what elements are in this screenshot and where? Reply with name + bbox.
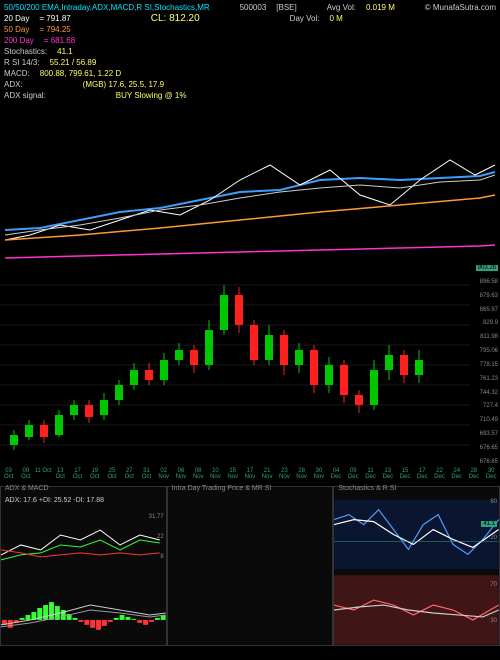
rsi-label: R SI 14/3: (4, 57, 40, 68)
price-axis: 903.26896.58879.63865.97829.9811.98795.0… (476, 265, 498, 465)
close-price: CL: 812.20 (151, 13, 200, 24)
macd-label: MACD: (4, 68, 30, 79)
intraday-panel[interactable]: Intra Day Trading Price & MR SI (167, 486, 334, 646)
rsi-value: 55.21 / 56.89 (50, 57, 97, 68)
indicator-list: 50/50/200 EMA,Intraday,ADX,MACD,R SI,Sto… (4, 2, 210, 13)
ema50-value: = 794.25 (39, 24, 70, 35)
panel-title: ADX & MACD (5, 485, 49, 492)
macd-value: 800.88, 799.61, 1.22 D (40, 68, 121, 79)
indicator-panels: ADX & MACD ADX: 17.6 +DI: 25.52 -DI: 17.… (0, 486, 500, 646)
ema200-value: = 681.68 (44, 35, 75, 46)
exchange-label: [BSE] (276, 2, 296, 13)
day-vol-label: Day Vol: (290, 13, 320, 24)
stochastics-rsi-panel[interactable]: Stochastics & R SI 8041.120 7030 (333, 486, 500, 646)
stoch-label: Stochastics: (4, 46, 47, 57)
adx-readout: ADX: 17.6 +DI: 25.52 -DI: 17.88 (5, 497, 104, 504)
day-vol-value: 0 M (329, 13, 342, 24)
date-axis: 03 Oct09 Oct11 Oct13 Oct17 Oct19 Oct25 O… (0, 468, 500, 482)
avg-vol-value: 0.019 M (366, 2, 395, 13)
site-credit: © MunafaSutra.com (425, 2, 496, 13)
stoch-value: 41.1 (57, 46, 73, 57)
ema-line-chart[interactable] (0, 80, 500, 260)
ema50-label: 50 Day (4, 24, 29, 35)
ema20-label: 20 Day (4, 13, 29, 24)
avg-vol-label: Avg Vol: (327, 2, 356, 13)
panel-title: Intra Day Trading Price & MR SI (172, 485, 272, 492)
ticker-code: 500003 (240, 2, 267, 13)
candlestick-chart[interactable] (0, 265, 500, 465)
panel-title: Stochastics & R SI (338, 485, 396, 492)
ema20-value: = 791.87 (39, 13, 70, 24)
ema200-label: 200 Day (4, 35, 34, 46)
adx-macd-panel[interactable]: ADX & MACD ADX: 17.6 +DI: 25.52 -DI: 17.… (0, 486, 167, 646)
